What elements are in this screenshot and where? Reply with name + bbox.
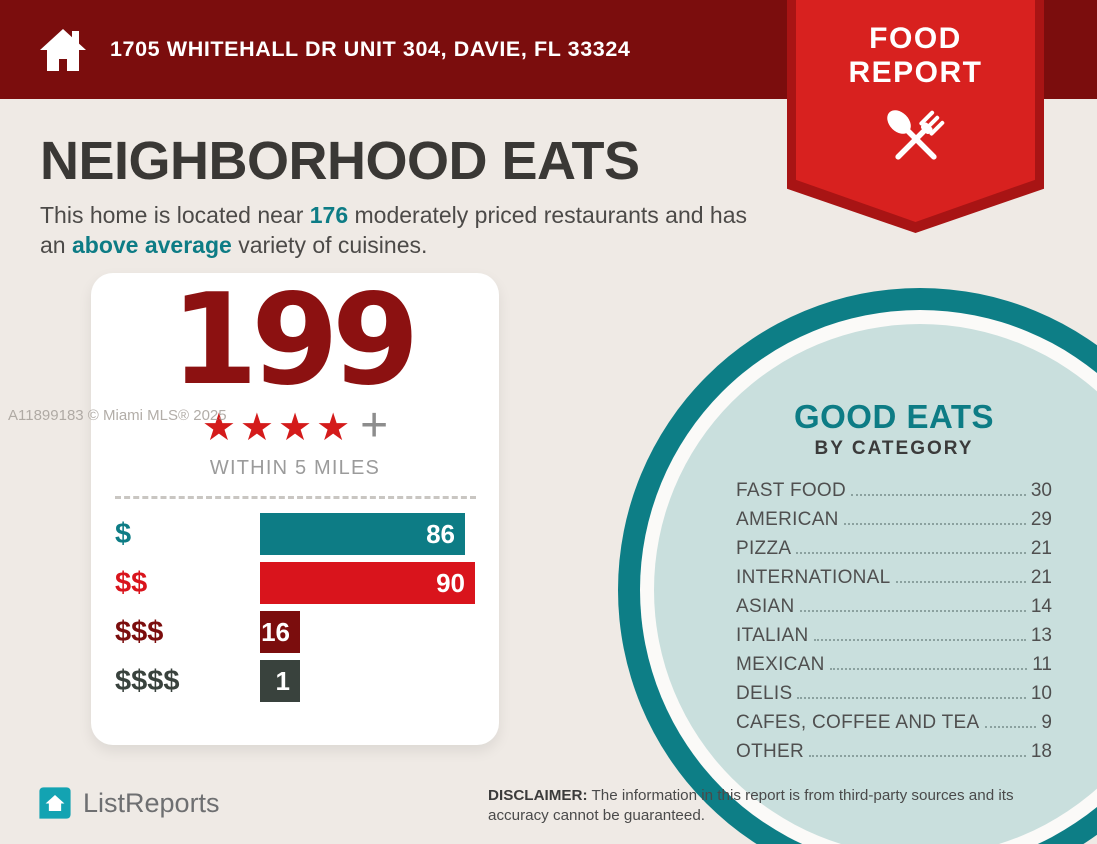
category-value: 29 [1030, 509, 1052, 530]
intro-part1: This home is located near [40, 202, 310, 228]
ribbon-body: FOOD REPORT [796, 0, 1035, 222]
category-label: FAST FOOD [736, 480, 847, 501]
category-value: 9 [1041, 712, 1052, 733]
home-icon [40, 28, 86, 71]
intro-part3: variety of cuisines. [231, 232, 428, 259]
category-label: ITALIAN [736, 625, 809, 646]
category-value: 21 [1030, 538, 1052, 559]
dot-leader [843, 523, 1026, 525]
price-tier-bar: 86 [260, 513, 465, 555]
price-tier-bar: 16 [260, 611, 300, 653]
category-label: ASIAN [736, 596, 795, 617]
price-tier-label: $$ [115, 566, 148, 599]
category-row: ITALIAN 13 [736, 625, 1052, 646]
star-icon: ★ [277, 407, 313, 449]
disclaimer: DISCLAIMER: The information in this repo… [488, 786, 1063, 826]
mls-watermark: A11899183 © Miami MLS® 2025 [8, 407, 227, 424]
dot-leader [799, 610, 1026, 612]
food-report-ribbon: FOOD REPORT [787, 0, 1044, 233]
stats-card: 199 ★ ★ ★ ★ + WITHIN 5 MILES $86 $$ 90 $$$ 16 $$$… [91, 273, 499, 745]
restaurant-count: 176 [309, 202, 349, 228]
price-bar-row: $$ 90 [115, 562, 475, 604]
category-row: DELIS 10 [736, 683, 1052, 704]
category-value: 13 [1030, 625, 1052, 646]
price-tier-value: 86 [426, 518, 455, 549]
total-restaurant-count: 199 [170, 266, 419, 413]
category-label: OTHER [736, 741, 804, 762]
plus-icon: + [360, 399, 389, 452]
price-tier-label: $ [115, 517, 132, 550]
page-title: NEIGHBORHOOD EATS [40, 131, 640, 191]
category-label: DELIS [736, 683, 793, 704]
dot-leader [809, 755, 1026, 757]
listreports-house-icon [39, 787, 71, 819]
ribbon-title: FOOD REPORT [848, 22, 982, 89]
dot-leader [797, 697, 1026, 699]
price-tier-value: 16 [261, 616, 290, 647]
price-tier-value: 90 [436, 567, 465, 598]
ribbon-line2: REPORT [848, 55, 983, 89]
variety-highlight: above average [71, 232, 232, 259]
brand-name: ListReports [83, 787, 220, 818]
price-tier-bar: 1 [260, 660, 300, 702]
category-row: MEXICAN 11 [736, 654, 1052, 675]
category-value: 21 [1030, 567, 1052, 588]
circle-inner-fill [654, 324, 1097, 844]
dot-leader [829, 668, 1028, 670]
category-row: PIZZA 21 [736, 538, 1052, 559]
listreports-logo: ListReports [38, 786, 220, 820]
category-label: MEXICAN [736, 654, 825, 675]
disclaimer-label: DISCLAIMER: [488, 787, 588, 804]
category-value: 11 [1032, 654, 1052, 675]
price-bar-row: $$$ 16 [115, 611, 475, 653]
dot-leader [984, 726, 1037, 728]
dot-leader [895, 581, 1026, 583]
intro-part2: moderately priced restaurants and has an [40, 202, 748, 259]
ribbon-line1: FOOD [869, 22, 962, 55]
within-miles-caption: WITHIN 5 MILES [209, 457, 381, 479]
dot-leader [813, 639, 1026, 641]
crossed-spoon-fork-icon [886, 110, 944, 160]
category-row: AMERICAN 29 [736, 509, 1052, 530]
price-bar-row: $86 [115, 513, 475, 555]
price-tier-value: 1 [275, 665, 290, 696]
category-row: OTHER 18 [736, 741, 1052, 762]
category-label: PIZZA [736, 538, 792, 559]
category-label: INTERNATIONAL [736, 567, 891, 588]
category-row: CAFES, COFFEE AND TEA 9 [736, 712, 1052, 733]
category-label: AMERICAN [736, 509, 839, 530]
disclaimer-text: The information in this report is from t… [488, 787, 1014, 824]
category-value: 18 [1030, 741, 1052, 762]
star-icon: ★ [316, 407, 351, 449]
dot-leader [851, 494, 1026, 496]
price-tier-label: $$$$ [115, 664, 180, 697]
good-eats-title: GOOD EATS [793, 398, 995, 435]
dashed-divider [115, 496, 476, 499]
star-icon: ★ [201, 407, 236, 449]
price-tier-label: $$$ [115, 615, 164, 648]
property-address: 1705 WHITEHALL DR UNIT 304, DAVIE, FL 33… [110, 37, 631, 61]
category-value: 30 [1030, 480, 1052, 501]
rating-stars: ★ ★ ★ ★ + [91, 399, 499, 452]
category-value: 14 [1030, 596, 1052, 617]
intro-sentence: This home is located near 176 moderately… [40, 200, 775, 261]
dot-leader [796, 552, 1026, 554]
good-eats-panel: GOOD EATS BY CATEGORY FAST FOOD 30 AMERICA… [736, 398, 1052, 770]
price-tier-bar: 90 [260, 562, 475, 604]
category-label: CAFES, COFFEE AND TEA [736, 712, 980, 733]
price-bar-row: $$$$ 1 [115, 660, 475, 702]
good-eats-subtitle: BY CATEGORY [814, 438, 974, 459]
category-list: FAST FOOD 30 AMERICAN 29 PIZZA 21 INTERNATIONA… [736, 480, 1052, 762]
category-row: FAST FOOD 30 [736, 480, 1052, 501]
category-value: 10 [1030, 683, 1052, 704]
category-row: INTERNATIONAL 21 [736, 567, 1052, 588]
star-icon: ★ [239, 407, 274, 449]
price-bars: $86 $$ 90 $$$ 16 $$$$ 1 [91, 513, 499, 702]
category-row: ASIAN 14 [736, 596, 1052, 617]
